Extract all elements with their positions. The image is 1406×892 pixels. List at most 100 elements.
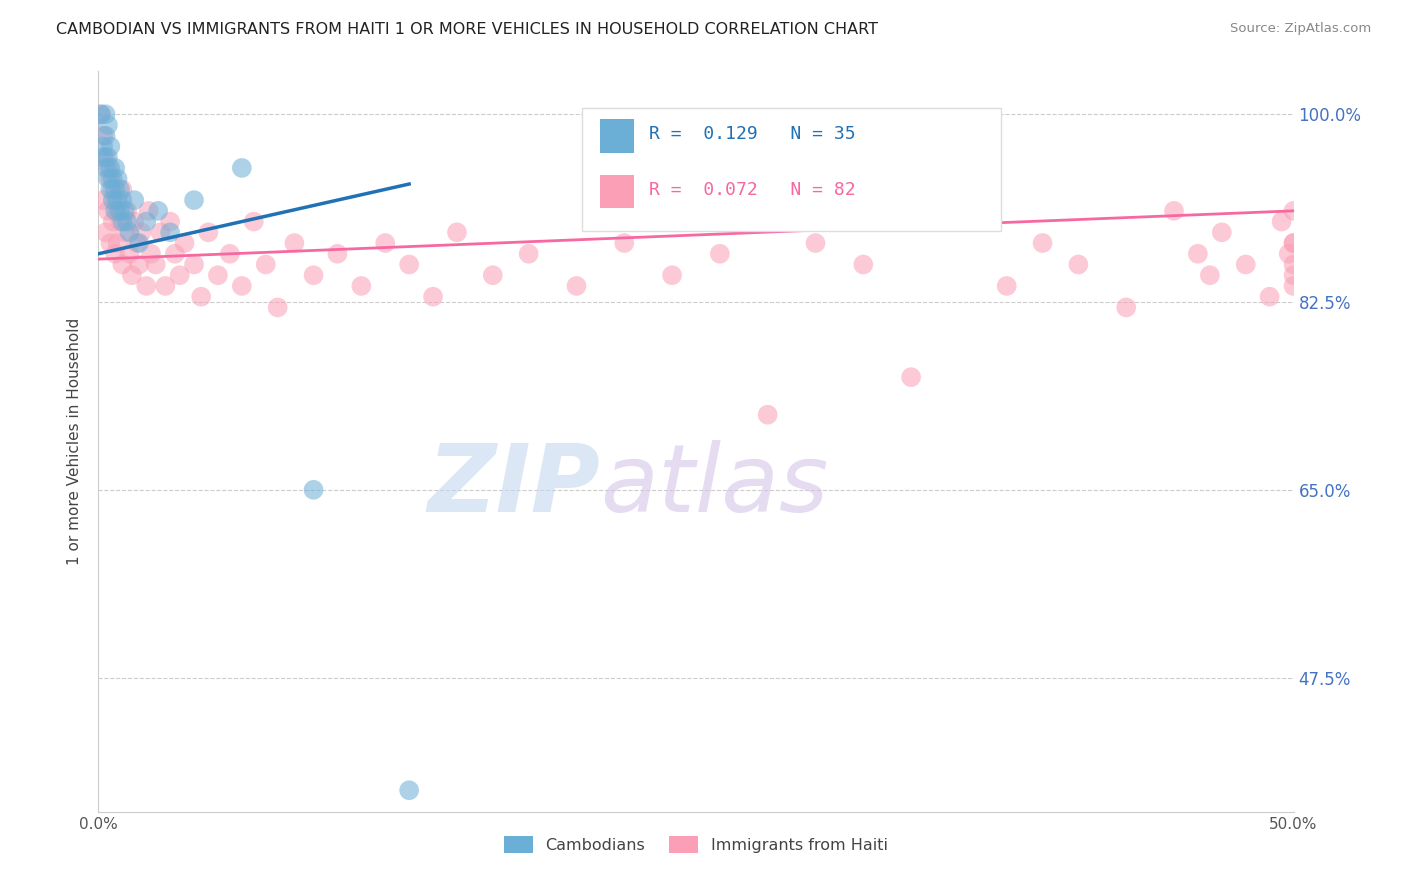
Point (1067, 258, 1090, 272)
Bar (600, 175, 634, 209)
Point (107, 193, 129, 207)
Point (107, 171, 129, 186)
Point (1282, 235, 1305, 250)
Point (97, 150, 120, 164)
Point (94, 161, 117, 175)
Point (118, 225, 141, 239)
Point (231, 279, 253, 293)
Point (219, 246, 242, 260)
Point (756, 408, 779, 422)
Point (243, 214, 266, 228)
Point (1234, 258, 1257, 272)
Point (97, 171, 120, 186)
Point (190, 290, 212, 304)
Point (1282, 203, 1305, 218)
Point (108, 214, 131, 228)
Point (231, 161, 253, 175)
FancyBboxPatch shape (582, 109, 1001, 230)
Point (104, 203, 127, 218)
Point (98, 182, 122, 196)
Point (90, 107, 112, 121)
Point (661, 268, 683, 283)
Point (852, 258, 875, 272)
Point (91, 150, 114, 164)
Point (104, 193, 127, 207)
Point (125, 235, 148, 250)
Point (139, 246, 162, 260)
Point (90, 107, 112, 121)
Point (1032, 235, 1054, 250)
Point (97, 161, 120, 175)
Point (148, 203, 170, 218)
Point (118, 246, 141, 260)
Point (1258, 290, 1281, 304)
Point (98, 139, 122, 153)
Point (398, 783, 420, 797)
Point (613, 235, 636, 250)
Point (128, 258, 150, 272)
Point (1187, 246, 1209, 260)
Text: CAMBODIAN VS IMMIGRANTS FROM HAITI 1 OR MORE VEHICLES IN HOUSEHOLD CORRELATION C: CAMBODIAN VS IMMIGRANTS FROM HAITI 1 OR … (56, 22, 879, 37)
Text: atlas: atlas (600, 441, 828, 532)
Point (104, 246, 127, 260)
Point (114, 225, 136, 239)
Text: ZIP: ZIP (427, 440, 600, 532)
Point (121, 268, 143, 283)
Point (254, 258, 277, 272)
Point (145, 258, 167, 272)
Point (565, 279, 588, 293)
Y-axis label: 1 or more Vehicles in Household: 1 or more Vehicles in Household (67, 318, 83, 566)
Bar (600, 120, 634, 153)
Point (302, 483, 325, 497)
Point (1163, 203, 1185, 218)
Point (98, 171, 122, 186)
Point (138, 203, 160, 218)
Point (1282, 268, 1305, 283)
Point (283, 235, 305, 250)
Point (149, 225, 172, 239)
Point (135, 279, 157, 293)
Point (183, 258, 205, 272)
Point (101, 182, 124, 196)
Point (104, 182, 127, 196)
Point (107, 235, 129, 250)
Point (1211, 225, 1233, 239)
Point (91, 139, 114, 153)
Point (1282, 235, 1305, 250)
Point (111, 214, 134, 228)
Point (124, 214, 146, 228)
Point (111, 193, 134, 207)
Point (948, 214, 970, 228)
Text: Source: ZipAtlas.com: Source: ZipAtlas.com (1230, 22, 1371, 36)
Point (97, 118, 120, 132)
Point (267, 301, 290, 315)
Point (1282, 258, 1305, 272)
Point (108, 203, 131, 218)
Point (517, 246, 540, 260)
Point (155, 279, 177, 293)
Point (131, 225, 153, 239)
Point (207, 268, 229, 283)
Point (197, 225, 219, 239)
Text: R =  0.072   N = 82: R = 0.072 N = 82 (650, 181, 856, 199)
Point (398, 258, 420, 272)
Point (115, 214, 138, 228)
Point (350, 279, 373, 293)
Point (94, 150, 117, 164)
Point (1271, 214, 1294, 228)
Point (159, 214, 181, 228)
Point (111, 258, 134, 272)
Point (98, 161, 122, 175)
Point (1278, 246, 1301, 260)
Point (374, 235, 396, 250)
Point (108, 182, 131, 196)
Point (183, 193, 205, 207)
Point (159, 225, 181, 239)
Point (446, 225, 468, 239)
Point (101, 214, 124, 228)
Point (804, 235, 827, 250)
Point (709, 246, 731, 260)
Point (326, 246, 349, 260)
Point (1115, 301, 1137, 315)
Point (107, 203, 129, 218)
